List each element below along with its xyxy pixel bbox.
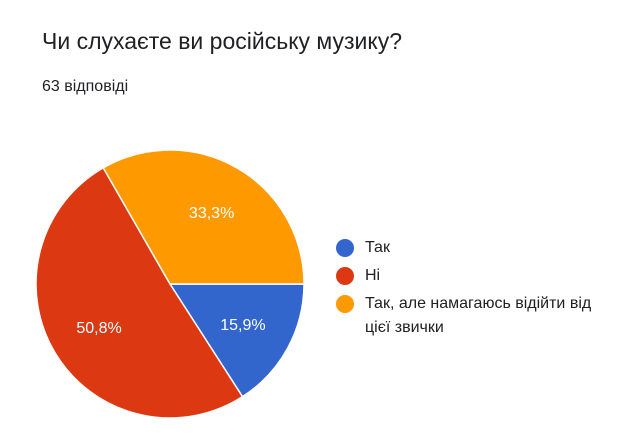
legend-swatch-icon [336, 295, 354, 313]
legend-item-2: Ні [336, 264, 606, 288]
slice-value-label-2: 50,8% [76, 320, 121, 337]
pie-slice-1 [168, 283, 305, 398]
pie-slice-2 [35, 166, 244, 419]
response-count: 63 відповіді [42, 78, 129, 95]
legend-label: Так, але намагаюсь відійти від цієї звич… [365, 295, 592, 336]
question-title: Чи слухаєте ви російську музику? [42, 28, 402, 54]
legend-item-3: Так, але намагаюсь відійти від цієї звич… [336, 292, 606, 340]
legend-swatch-icon [336, 267, 354, 285]
legend-label: Так [365, 239, 390, 256]
slice-value-label-3: 33,3% [189, 205, 234, 222]
pie-slice-3 [102, 149, 305, 285]
legend-item-1: Так [336, 236, 606, 260]
slice-value-label-1: 15,9% [220, 317, 265, 334]
legend-label: Ні [365, 267, 381, 284]
legend-swatch-icon [336, 239, 354, 257]
legend: Так Ні Так, але намагаюсь відійти від цієї… [336, 236, 606, 344]
